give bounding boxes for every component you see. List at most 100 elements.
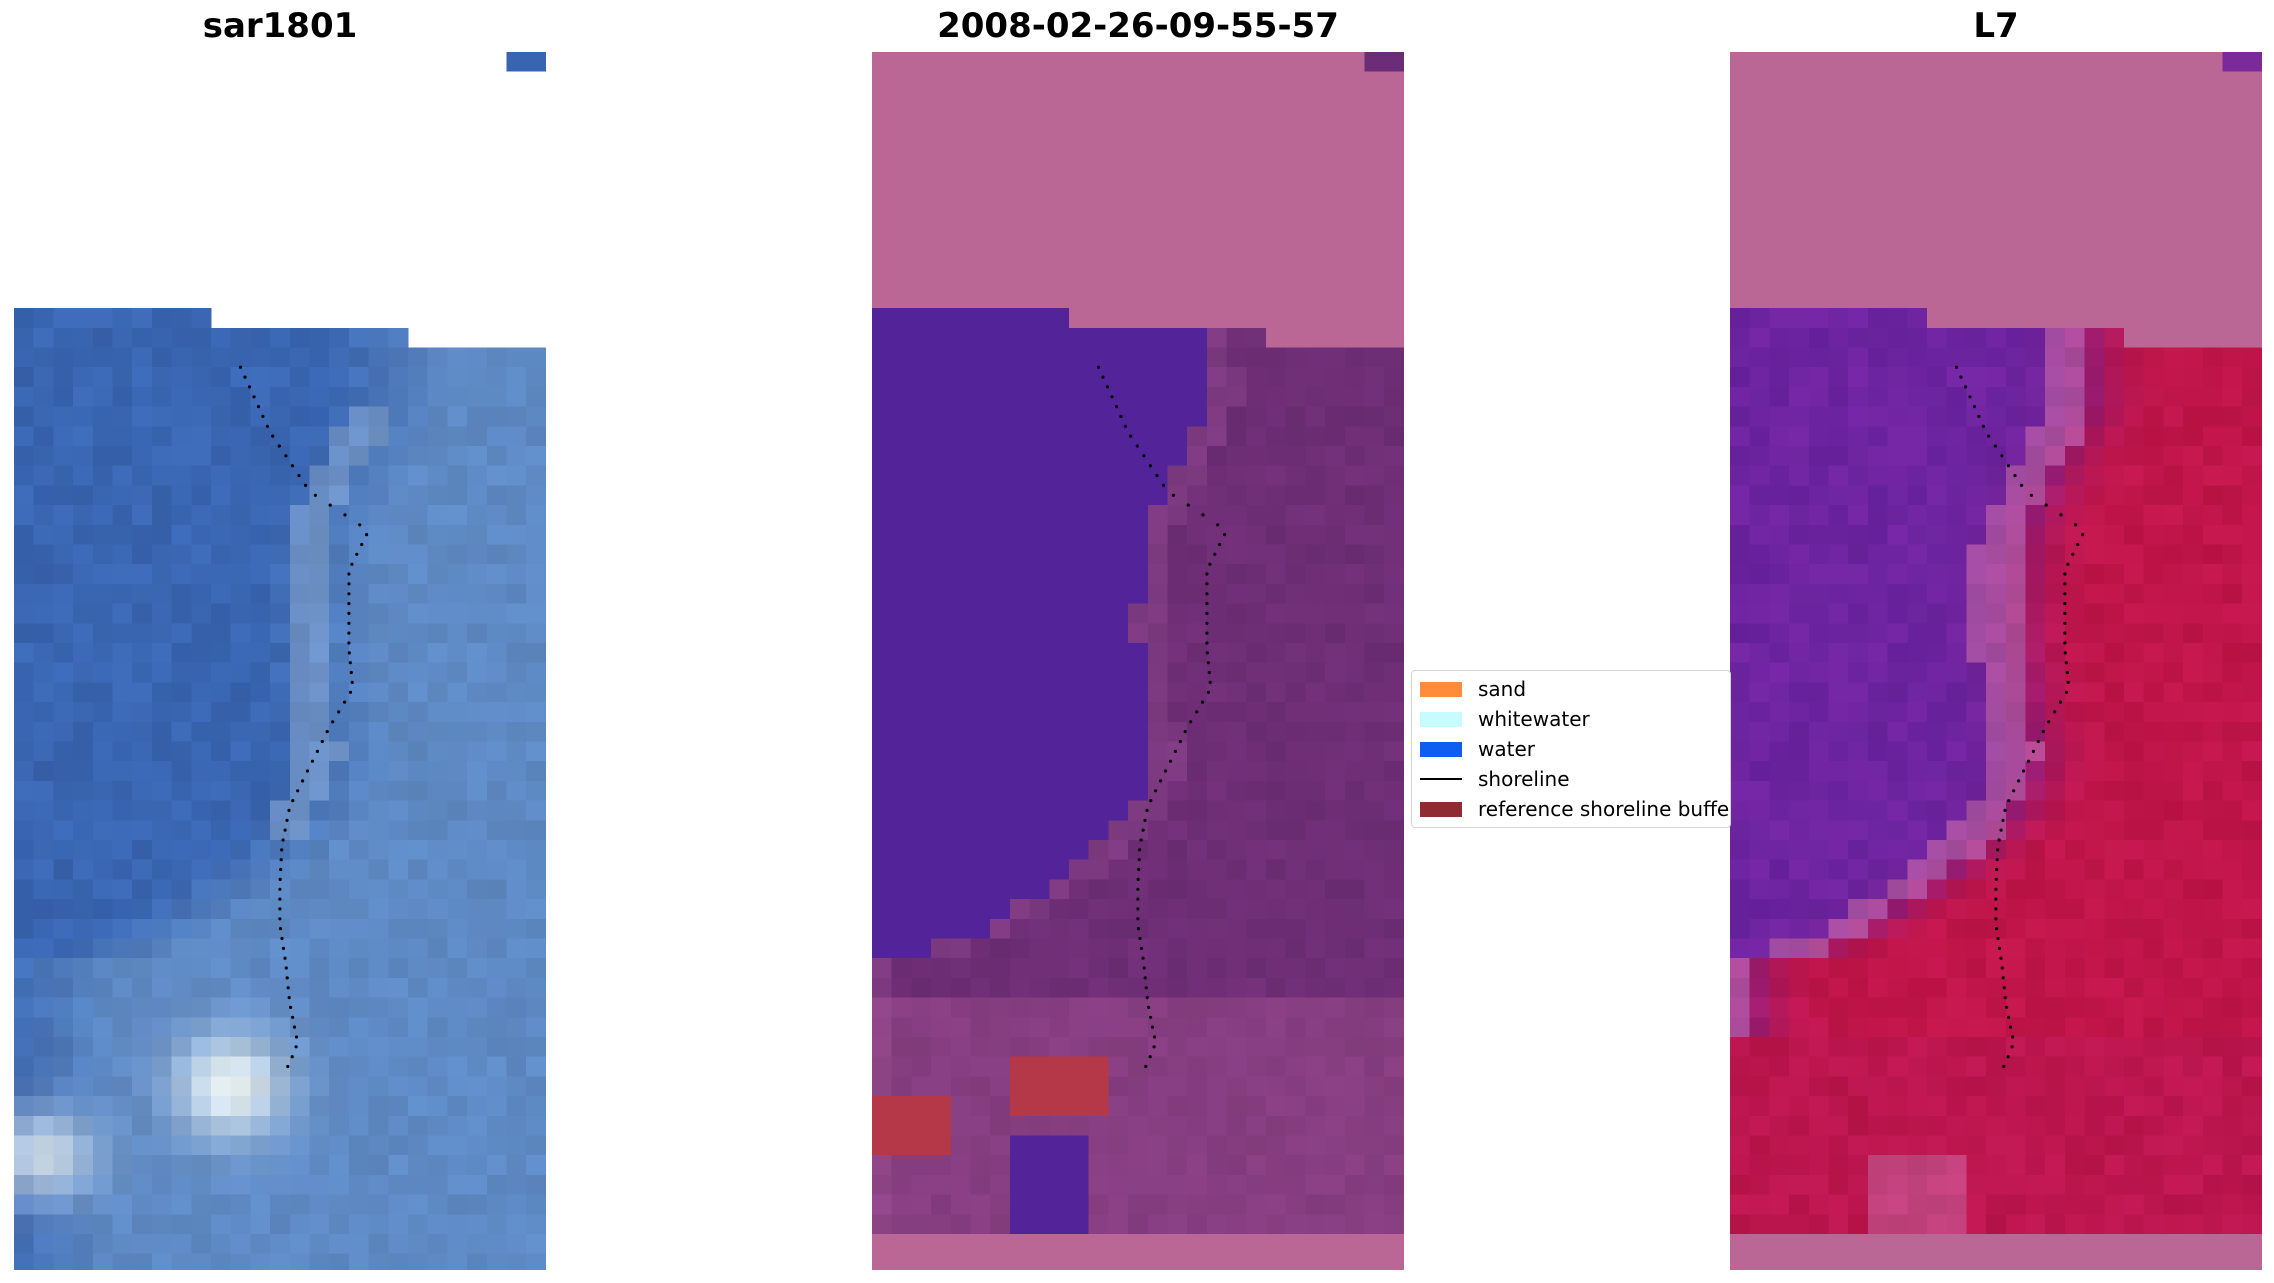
pixel bbox=[2163, 1234, 2184, 1255]
pixel bbox=[1029, 741, 1050, 762]
pixel bbox=[1088, 643, 1109, 664]
pixel bbox=[1848, 643, 1869, 664]
pixel bbox=[1009, 249, 1031, 270]
pixel bbox=[388, 524, 409, 545]
pixel bbox=[970, 899, 991, 920]
shoreline-point bbox=[2002, 1064, 2006, 1069]
pixel bbox=[427, 918, 448, 939]
pixel bbox=[1907, 268, 1928, 289]
pixel bbox=[1088, 249, 1109, 270]
pixel bbox=[1344, 1017, 1365, 1038]
pixel bbox=[348, 721, 370, 742]
pixel bbox=[2183, 327, 2204, 348]
pixel bbox=[92, 446, 113, 467]
pixel bbox=[931, 564, 952, 585]
shoreline-point bbox=[1993, 444, 1997, 448]
pixel bbox=[1147, 189, 1168, 211]
pixel bbox=[1128, 583, 1149, 605]
pixel bbox=[1927, 603, 1948, 624]
pixel bbox=[1907, 308, 1928, 329]
pixel bbox=[2202, 130, 2223, 151]
shoreline-point bbox=[1183, 730, 1187, 734]
pixel bbox=[2183, 879, 2204, 900]
pixel bbox=[2025, 150, 2046, 171]
pixel bbox=[486, 465, 507, 486]
pixel bbox=[931, 367, 952, 388]
pixel bbox=[891, 189, 912, 211]
pixel bbox=[1769, 229, 1790, 250]
pixel bbox=[1305, 386, 1326, 408]
pixel bbox=[950, 229, 971, 250]
pixel bbox=[1226, 603, 1247, 624]
pixel bbox=[408, 977, 429, 999]
pixel bbox=[1808, 209, 1829, 230]
pixel bbox=[1946, 130, 1967, 151]
pixel bbox=[1730, 721, 1751, 742]
pixel bbox=[1966, 958, 1987, 979]
pixel bbox=[2064, 1234, 2086, 1255]
pixel bbox=[2163, 1017, 2184, 1038]
pixel bbox=[289, 1194, 310, 1215]
pixel bbox=[2163, 997, 2184, 1018]
pixel bbox=[1187, 347, 1208, 368]
pixel bbox=[1088, 347, 1109, 368]
pixel bbox=[2242, 1115, 2262, 1136]
pixel bbox=[1848, 958, 1869, 979]
pixel bbox=[2025, 170, 2046, 191]
pixel bbox=[1167, 662, 1188, 683]
pixel bbox=[1887, 189, 1908, 211]
shoreline-point bbox=[1963, 385, 1968, 389]
pixel bbox=[33, 1056, 54, 1077]
pixel bbox=[1867, 426, 1889, 447]
pixel bbox=[1828, 150, 1849, 171]
pixel bbox=[1946, 1214, 1967, 1235]
pixel bbox=[1029, 1253, 1050, 1270]
pixel bbox=[970, 288, 991, 309]
pixel bbox=[1986, 564, 2007, 585]
pixel bbox=[1128, 465, 1149, 486]
pixel bbox=[2084, 820, 2105, 841]
pixel bbox=[1966, 899, 1987, 920]
pixel bbox=[1828, 721, 1849, 742]
pixel bbox=[1167, 524, 1188, 545]
pixel bbox=[1887, 780, 1908, 802]
pixel bbox=[891, 662, 912, 683]
pixel bbox=[368, 1056, 389, 1077]
pixel bbox=[931, 426, 952, 447]
shoreline-point bbox=[1205, 582, 1209, 586]
pixel bbox=[1128, 761, 1149, 782]
pixel bbox=[1285, 406, 1306, 427]
pixel bbox=[1986, 170, 2007, 191]
pixel bbox=[132, 918, 153, 939]
pixel bbox=[270, 643, 291, 664]
pixel bbox=[1147, 170, 1168, 191]
pixel bbox=[289, 1017, 310, 1038]
pixel bbox=[2202, 446, 2223, 467]
pixel bbox=[1966, 977, 1987, 999]
pixel bbox=[1789, 52, 1810, 73]
pixel bbox=[2202, 1017, 2223, 1038]
pixel bbox=[132, 564, 153, 585]
pixel bbox=[1769, 721, 1790, 742]
pixel bbox=[230, 386, 251, 408]
pixel bbox=[1128, 977, 1149, 999]
pixel bbox=[1187, 820, 1208, 841]
pixel bbox=[950, 1253, 971, 1270]
pixel bbox=[388, 879, 409, 900]
pixel bbox=[486, 643, 507, 664]
pixel bbox=[1128, 268, 1149, 289]
shoreline-point bbox=[347, 641, 351, 645]
pixel bbox=[1344, 603, 1365, 624]
shoreline-point bbox=[350, 680, 354, 685]
pixel bbox=[1769, 1056, 1790, 1077]
pixel bbox=[486, 741, 507, 762]
pixel bbox=[1325, 938, 1346, 959]
pixel bbox=[1009, 288, 1031, 309]
pixel bbox=[289, 623, 310, 644]
pixel bbox=[447, 741, 468, 762]
pixel bbox=[2084, 209, 2105, 230]
shoreline-point bbox=[337, 710, 341, 714]
shoreline-point bbox=[286, 986, 290, 990]
pixel bbox=[1128, 1017, 1149, 1038]
pixel bbox=[1848, 52, 1869, 73]
